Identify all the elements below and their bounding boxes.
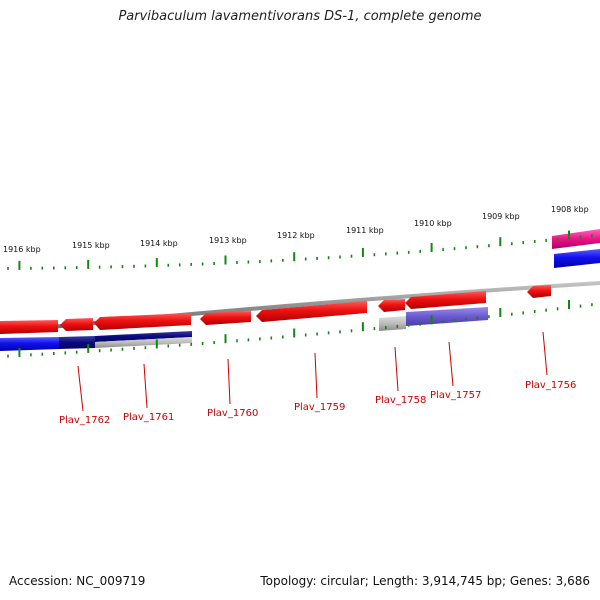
leader-plav-1758 [394,346,399,392]
gene-arrow-plav-1762 [0,320,58,334]
reverse-strand-features [0,229,600,351]
leader-plav-1756 [542,331,548,376]
gene-label-leaders [77,331,548,412]
gene-label-plav-1762: Plav_1762 [59,415,110,426]
feature-bar-blue-left [0,337,59,351]
feature-bar-navy [59,336,95,349]
ruler-label-1912: 1912 kbp [277,231,315,240]
lower-tick-ruler [7,300,593,358]
gene-label-plav-1759: Plav_1759 [294,402,345,413]
feature-bar-gray-left [95,337,192,348]
feature-bar-purple [406,307,488,326]
gene-labels: Plav_1762 Plav_1761 Plav_1760 Plav_1759 … [59,380,576,426]
leader-plav-1757 [448,341,454,387]
leader-plav-1761 [143,363,148,409]
leader-plav-1760 [227,358,231,405]
gene-label-plav-1756: Plav_1756 [525,380,576,391]
gene-arrow-plav-1755 [527,285,551,298]
ruler-label-1910: 1910 kbp [414,219,452,228]
ruler-label-1908: 1908 kbp [551,205,589,214]
forward-strand-genes [0,285,551,334]
feature-bar-magenta [552,229,600,249]
gene-arrow-plav-1759 [200,311,251,325]
ruler-label-1914: 1914 kbp [140,239,178,248]
genome-summary-text: Topology: circular; Length: 3,914,745 bp… [260,574,590,588]
ruler-label-1909: 1909 kbp [482,212,520,221]
gene-arrow-plav-1756 [405,291,486,309]
genome-title: Parvibaculum lavamentivorans DS-1, compl… [118,9,482,24]
feature-bar-blue-right [554,249,600,268]
feature-bar-gray-mid [379,316,406,331]
gene-arrow-plav-1758 [256,301,367,322]
gene-label-plav-1758: Plav_1758 [375,395,426,406]
gene-label-plav-1757: Plav_1757 [430,390,481,401]
accession-text: Accession: NC_009719 [9,574,146,588]
leader-plav-1759 [314,352,318,399]
gene-label-plav-1760: Plav_1760 [207,408,258,419]
gene-arrow-plav-1760 [94,313,191,330]
leader-plav-1762 [77,365,84,412]
ruler-labels: 1916 kbp 1915 kbp 1914 kbp 1913 kbp 1912… [3,205,589,254]
ruler-label-1916: 1916 kbp [3,245,41,254]
ruler-label-1913: 1913 kbp [209,236,247,245]
ruler-label-1911: 1911 kbp [346,226,384,235]
position-ruler [7,230,593,270]
gene-label-plav-1761: Plav_1761 [123,412,174,423]
ruler-label-1915: 1915 kbp [72,241,110,250]
gene-arrow-plav-1761 [60,318,93,331]
feature-bar-navy-gray [95,331,192,342]
gene-arrow-plav-1757 [378,299,405,312]
